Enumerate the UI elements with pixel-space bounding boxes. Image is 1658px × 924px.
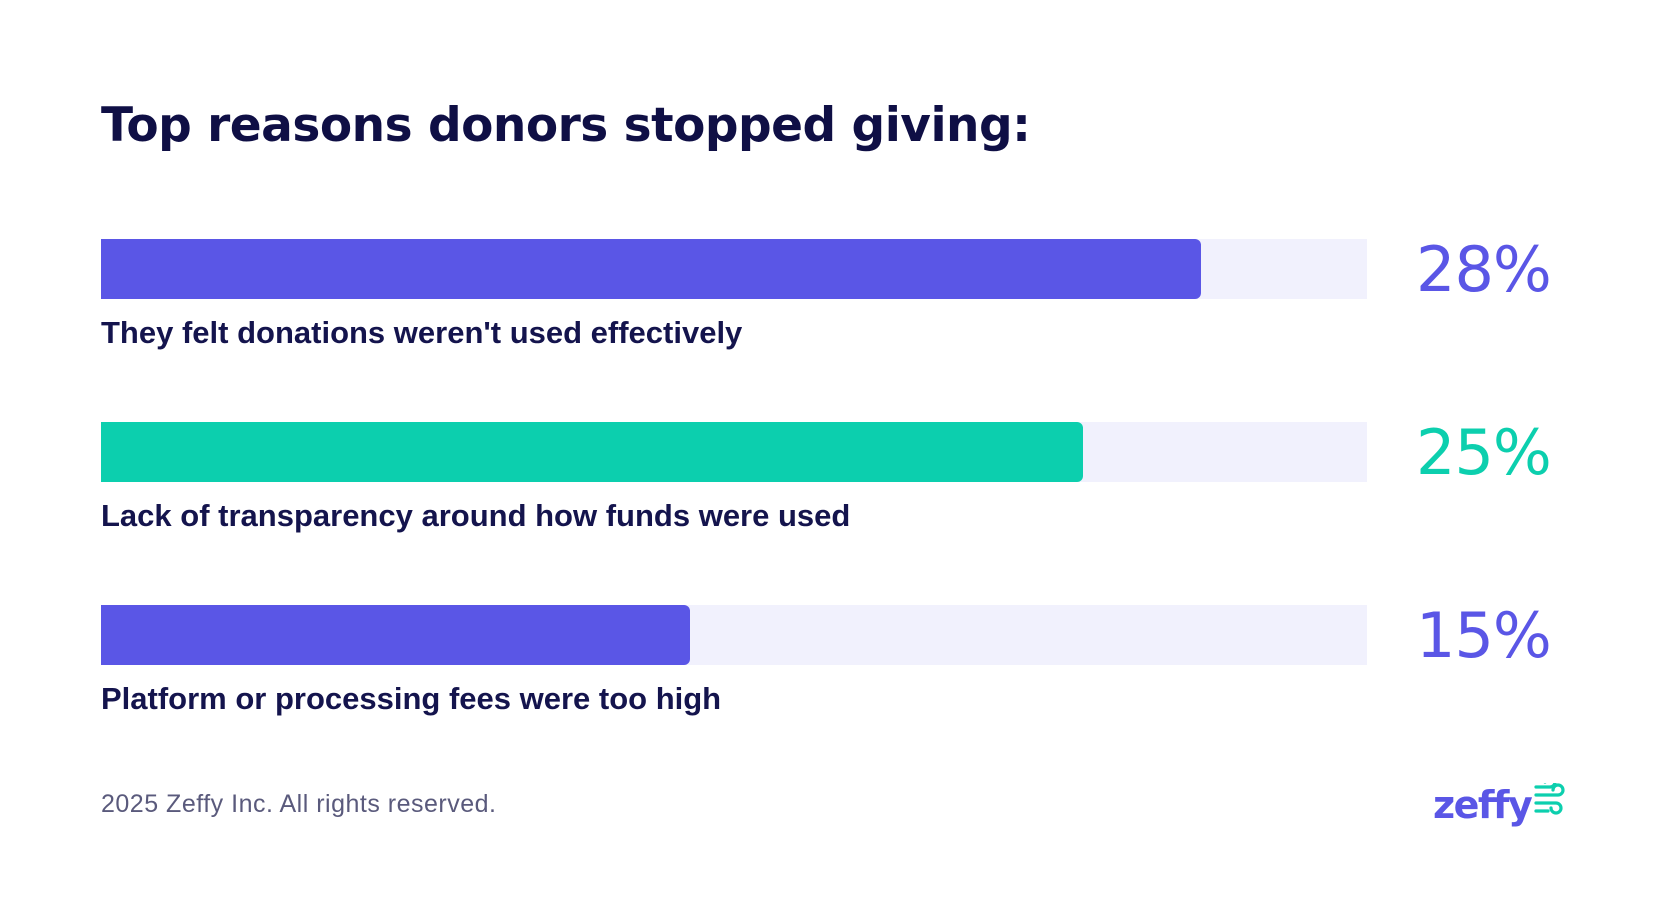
bar-row: Platform or processing fees were too hig… bbox=[101, 601, 1561, 735]
wind-icon bbox=[1534, 775, 1566, 821]
bar-track bbox=[101, 239, 1367, 299]
zeffy-logo: zeffy bbox=[1433, 775, 1566, 830]
bar-fill bbox=[101, 422, 1084, 482]
bar-fill bbox=[101, 605, 691, 665]
bar-track bbox=[101, 605, 1367, 665]
bar-label: Platform or processing fees were too hig… bbox=[101, 681, 722, 716]
bar-value-label: 28% bbox=[1416, 233, 1552, 306]
copyright-text: 2025 Zeffy Inc. All rights reserved. bbox=[101, 790, 497, 818]
bar-value-label: 15% bbox=[1416, 599, 1552, 672]
bar-label: Lack of transparency around how funds we… bbox=[101, 498, 851, 533]
bar-label: They felt donations weren't used effecti… bbox=[101, 315, 743, 350]
bar-fill bbox=[101, 239, 1201, 299]
bar-track bbox=[101, 422, 1367, 482]
bar-row: They felt donations weren't used effecti… bbox=[101, 235, 1561, 369]
bar-row: Lack of transparency around how funds we… bbox=[101, 418, 1561, 552]
bar-value-label: 25% bbox=[1416, 416, 1552, 489]
logo-wordmark: zeffy bbox=[1433, 783, 1533, 827]
chart-title: Top reasons donors stopped giving: bbox=[101, 98, 1031, 153]
